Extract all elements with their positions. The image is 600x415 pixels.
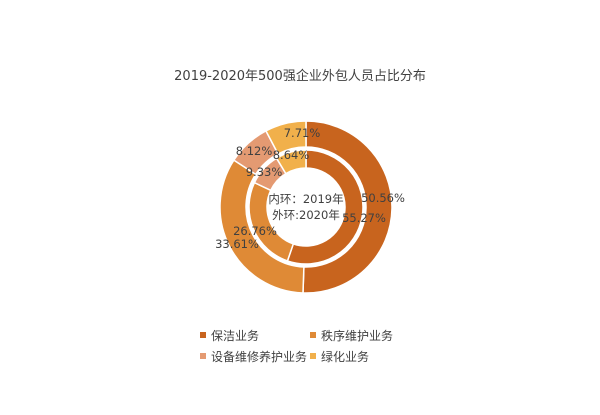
inner-ring-label-1: 55.27% (342, 211, 386, 225)
outer-ring-label-2: 33.61% (215, 237, 259, 251)
inner-ring-slice-1 (286, 149, 364, 265)
legend-swatch-2 (310, 332, 316, 338)
inner-ring-slice-4 (275, 149, 307, 175)
donut-rings (219, 120, 393, 294)
inner-ring-label-3: 9.33% (246, 165, 283, 179)
outer-ring-label-3: 8.12% (236, 144, 273, 158)
legend-label-1: 保洁业务 (211, 328, 259, 343)
center-label-outer: 外环:2020年 (272, 208, 340, 222)
inner-ring-label-4: 8.64% (273, 148, 310, 162)
center-label-inner: 内环：2019年 (268, 192, 343, 206)
outer-ring-slice-4 (264, 120, 307, 155)
outer-ring-slice-1 (302, 120, 393, 294)
data-labels: 55.27% 26.76% 9.33% 8.64% 50.56% 33.61% 8.12% 7… (215, 126, 405, 251)
chart-title: 2019-2020年500强企业外包人员占比分布 (174, 68, 426, 84)
outer-ring-label-1: 50.56% (361, 191, 405, 205)
legend-swatch-1 (200, 332, 206, 338)
legend-swatch-4 (310, 353, 316, 359)
legend-swatch-3 (200, 353, 206, 359)
legend-label-2: 秩序维护业务 (321, 328, 393, 343)
legend-label-3: 设备维修养护业务 (211, 349, 307, 364)
inner-ring-label-2: 26.76% (233, 224, 277, 238)
legend-label-4: 绿化业务 (321, 349, 369, 364)
outer-ring-label-4: 7.71% (284, 126, 321, 140)
